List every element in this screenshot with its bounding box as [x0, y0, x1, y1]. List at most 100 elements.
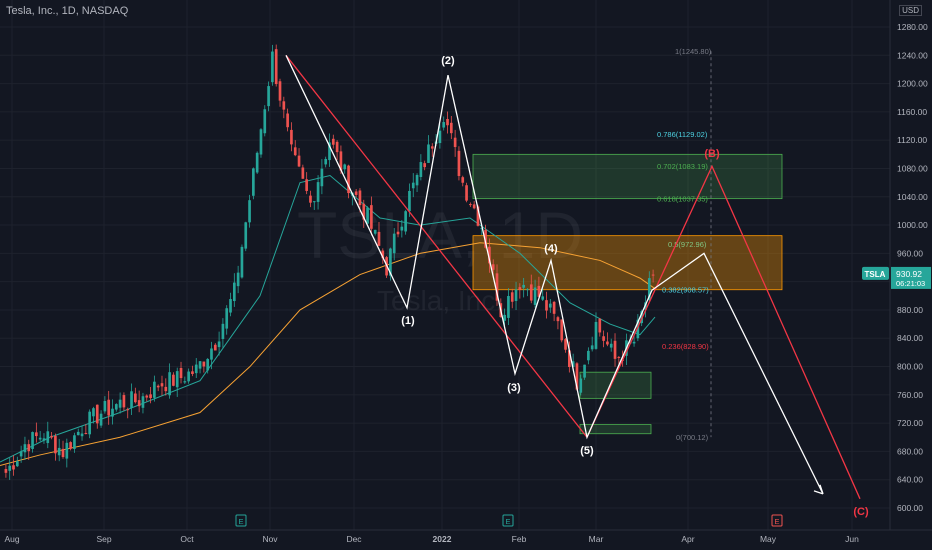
candle-body — [111, 408, 114, 417]
candle-body — [590, 345, 594, 350]
candle-body — [259, 129, 263, 155]
candle-body — [309, 195, 312, 203]
candle-body — [510, 292, 514, 302]
candle-body — [331, 138, 335, 145]
candle-body — [229, 299, 232, 313]
candle-body — [427, 144, 430, 163]
x-tick-label: Oct — [180, 534, 194, 544]
candle-body — [149, 394, 152, 399]
candle-body — [217, 341, 221, 348]
earnings-marker-label: E — [774, 517, 779, 526]
candle-body — [19, 451, 23, 457]
wave-label: (3) — [507, 382, 521, 394]
candle-body — [571, 361, 575, 367]
fib-label: 0.786(1129.02) — [657, 130, 708, 139]
candle-body — [442, 122, 446, 128]
candle-body — [465, 185, 468, 201]
ma-fast-line — [0, 174, 656, 463]
candle-body — [46, 431, 50, 444]
candle-body — [92, 408, 95, 417]
candle-body — [240, 246, 244, 278]
earnings-marker-box — [771, 514, 783, 527]
candle-body — [213, 344, 217, 351]
candle-body — [411, 182, 415, 189]
candle-body — [145, 395, 149, 398]
y-tick-label: 1240.00 — [897, 50, 928, 60]
wave-label: (C) — [853, 506, 869, 518]
candle-body — [12, 465, 15, 470]
candle-body — [366, 207, 369, 224]
candle-body — [160, 383, 164, 387]
candle-body — [602, 336, 605, 341]
y-tick-label: 1000.00 — [897, 220, 928, 230]
candle-body — [328, 142, 331, 161]
candle-body — [552, 301, 556, 314]
price-tag-countdown: 06:21:03 — [896, 279, 925, 288]
fib-label: 0(700.12) — [676, 433, 709, 442]
candle-body — [370, 205, 373, 229]
candle-body — [206, 358, 210, 371]
white-arrow-head — [813, 484, 824, 495]
candle-body — [263, 109, 267, 134]
candle-body — [575, 363, 579, 390]
candle-body — [347, 165, 350, 194]
candle-body — [23, 444, 27, 453]
candle-body — [50, 435, 53, 438]
wave-labels: (1) (2) (3) (4) (5) (B) (C) — [401, 55, 869, 518]
candle-body — [27, 444, 31, 452]
y-tick-label: 800.00 — [897, 362, 923, 372]
price-tag-value: 930.92 — [896, 269, 922, 279]
candle-body — [8, 465, 12, 471]
candle-body — [107, 399, 111, 416]
candle-body — [491, 264, 495, 270]
wave-label: (5) — [580, 445, 594, 457]
candle-body — [453, 137, 457, 148]
candle-body — [560, 319, 564, 341]
candle-body — [583, 364, 586, 378]
candle-body — [537, 285, 541, 297]
candle-body — [286, 113, 289, 128]
candle-body — [312, 201, 316, 203]
y-tick-label: 960.00 — [897, 248, 923, 258]
candle-body — [377, 231, 381, 246]
candle-body — [255, 152, 259, 173]
candle-body — [632, 341, 636, 344]
y-tick-label: 680.00 — [897, 446, 923, 456]
moving-averages — [0, 174, 656, 467]
time-axis[interactable]: Aug Sep Oct Nov Dec 2022 Feb Mar Apr May Jun — [0, 529, 932, 544]
currency-badge[interactable]: USD — [899, 5, 922, 16]
candle-body — [335, 141, 339, 153]
candle-body — [609, 343, 613, 348]
candle-body — [274, 49, 278, 85]
candle-body — [122, 395, 126, 408]
candle-body — [461, 177, 465, 183]
candle-body — [438, 130, 442, 144]
y-tick-label: 600.00 — [897, 503, 923, 513]
candle-body — [293, 147, 297, 156]
x-tick-label: 2022 — [433, 534, 452, 544]
candle-body — [38, 437, 42, 440]
wave-label: (1) — [401, 315, 415, 327]
candle-body — [449, 122, 453, 134]
candle-body — [446, 118, 449, 126]
candle-body — [156, 385, 160, 388]
candle-body — [88, 411, 91, 435]
candle-body — [339, 151, 343, 171]
candle-body — [267, 86, 270, 107]
candle-body — [396, 231, 400, 235]
candle-body — [198, 361, 202, 369]
candle-body — [556, 317, 560, 322]
chart-watermark: TSLA, 1D Tesla, Inc. — [297, 198, 583, 316]
wave-label: (4) — [544, 243, 558, 255]
candle-body — [61, 448, 65, 458]
candle-body — [514, 289, 518, 301]
candle-body — [472, 204, 476, 209]
candle-body — [476, 206, 480, 226]
candle-body — [84, 432, 88, 434]
candle-body — [301, 167, 305, 179]
chart-grid — [0, 0, 890, 530]
candle-body — [354, 191, 358, 195]
candle-body — [31, 432, 34, 449]
candle-body — [4, 469, 8, 473]
